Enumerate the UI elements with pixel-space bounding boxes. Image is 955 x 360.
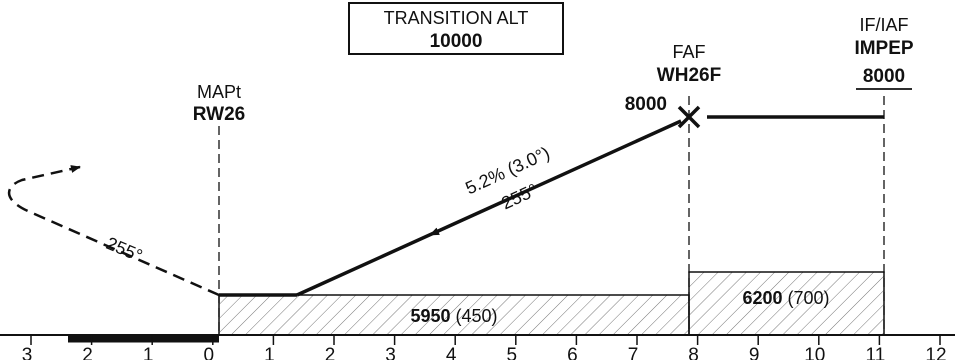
distance-tick-label: 1 (143, 345, 154, 360)
distance-tick-label: 2 (325, 345, 336, 360)
transition-alt-box (348, 2, 564, 55)
faf-name-label: WH26F (657, 65, 721, 86)
mapt-role-label: MAPt (197, 82, 241, 102)
segment2-minimum-hat: (700) (788, 288, 830, 308)
distance-tick-label: 4 (446, 345, 457, 360)
distance-scale-ticks: 3 2 1 0 1 2 3 4 5 6 7 8 9 10 11 12 (22, 335, 947, 360)
iaf-altitude-label: 8000 (863, 66, 905, 87)
distance-tick-label: 6 (567, 345, 578, 360)
iaf-name-label: IMPEP (854, 38, 913, 59)
segment2-minimum-alt: 6200 (742, 288, 782, 308)
distance-tick-label: 3 (385, 345, 396, 360)
distance-tick-label: 2 (82, 345, 93, 360)
distance-tick-label: 5 (507, 345, 518, 360)
segment1-minimum-label: 5950 (450) (410, 306, 497, 326)
missed-approach-path (7, 165, 220, 297)
minimum-altitude-area-1 (218, 294, 690, 336)
distance-tick-label: 1 (264, 345, 275, 360)
distance-tick-label: 8 (688, 345, 699, 360)
faf-role-label: FAF (672, 42, 705, 62)
segment1-minimum-hat: (450) (456, 306, 498, 326)
distance-tick-label: 0 (204, 345, 215, 360)
distance-tick-label: 11 (866, 345, 886, 360)
distance-tick-label: 7 (628, 345, 639, 360)
transition-alt-label: TRANSITION ALT (384, 8, 529, 28)
missed-approach-course: 255° (103, 233, 145, 266)
mapt-name-label: RW26 (193, 104, 245, 125)
iaf-role-label: IF/IAF (860, 15, 909, 35)
glidepath-course-label: 255° (498, 180, 540, 214)
transition-alt-value: 10000 (430, 31, 483, 52)
distance-tick-label: 12 (925, 345, 946, 360)
distance-tick-label: 3 (22, 345, 33, 360)
glidepath-direction-arrow (429, 213, 477, 236)
segment2-minimum-label: 6200 (700) (742, 288, 829, 308)
glidepath-line (296, 119, 682, 297)
distance-tick-label: 10 (804, 345, 825, 360)
minimum-altitude-area-2 (688, 271, 885, 336)
distance-tick-label: 9 (749, 345, 760, 360)
faf-cross-icon (677, 105, 701, 129)
segment1-minimum-alt: 5950 (410, 306, 450, 326)
faf-altitude-label: 8000 (625, 94, 667, 115)
